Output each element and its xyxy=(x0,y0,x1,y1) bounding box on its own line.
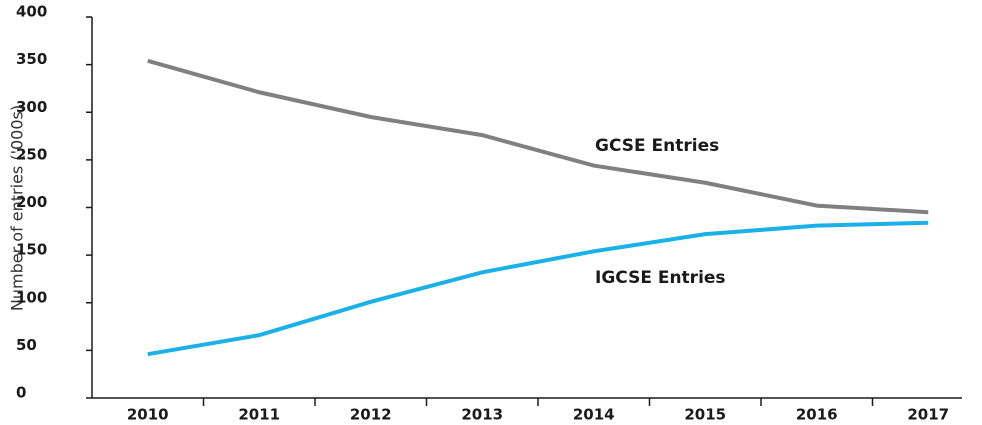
y-tick-label: 350 xyxy=(16,50,47,68)
x-tick-label: 2017 xyxy=(907,406,949,424)
y-tick-label: 200 xyxy=(16,193,47,211)
x-tick-label: 2015 xyxy=(684,406,726,424)
y-tick-label: 0 xyxy=(16,384,26,402)
y-tick-label: 300 xyxy=(16,98,47,116)
x-tick-label: 2010 xyxy=(127,406,169,424)
x-tick-label: 2011 xyxy=(238,406,280,424)
x-tick-label: 2012 xyxy=(350,406,392,424)
y-tick-label: 100 xyxy=(16,288,47,306)
series-label: GCSE Entries xyxy=(595,136,719,156)
series-label: IGCSE Entries xyxy=(595,268,726,288)
y-tick-label: 250 xyxy=(16,145,47,163)
series-line xyxy=(147,220,929,357)
y-axis-label: Number of entries ('000s) xyxy=(8,105,27,311)
x-tick-label: 2014 xyxy=(573,406,615,424)
x-tick-label: 2013 xyxy=(461,406,503,424)
series-line xyxy=(147,58,929,215)
y-tick-label: 400 xyxy=(16,3,47,21)
y-tick-label: 150 xyxy=(16,241,47,259)
y-tick-label: 50 xyxy=(16,336,37,354)
x-tick-label: 2016 xyxy=(796,406,838,424)
